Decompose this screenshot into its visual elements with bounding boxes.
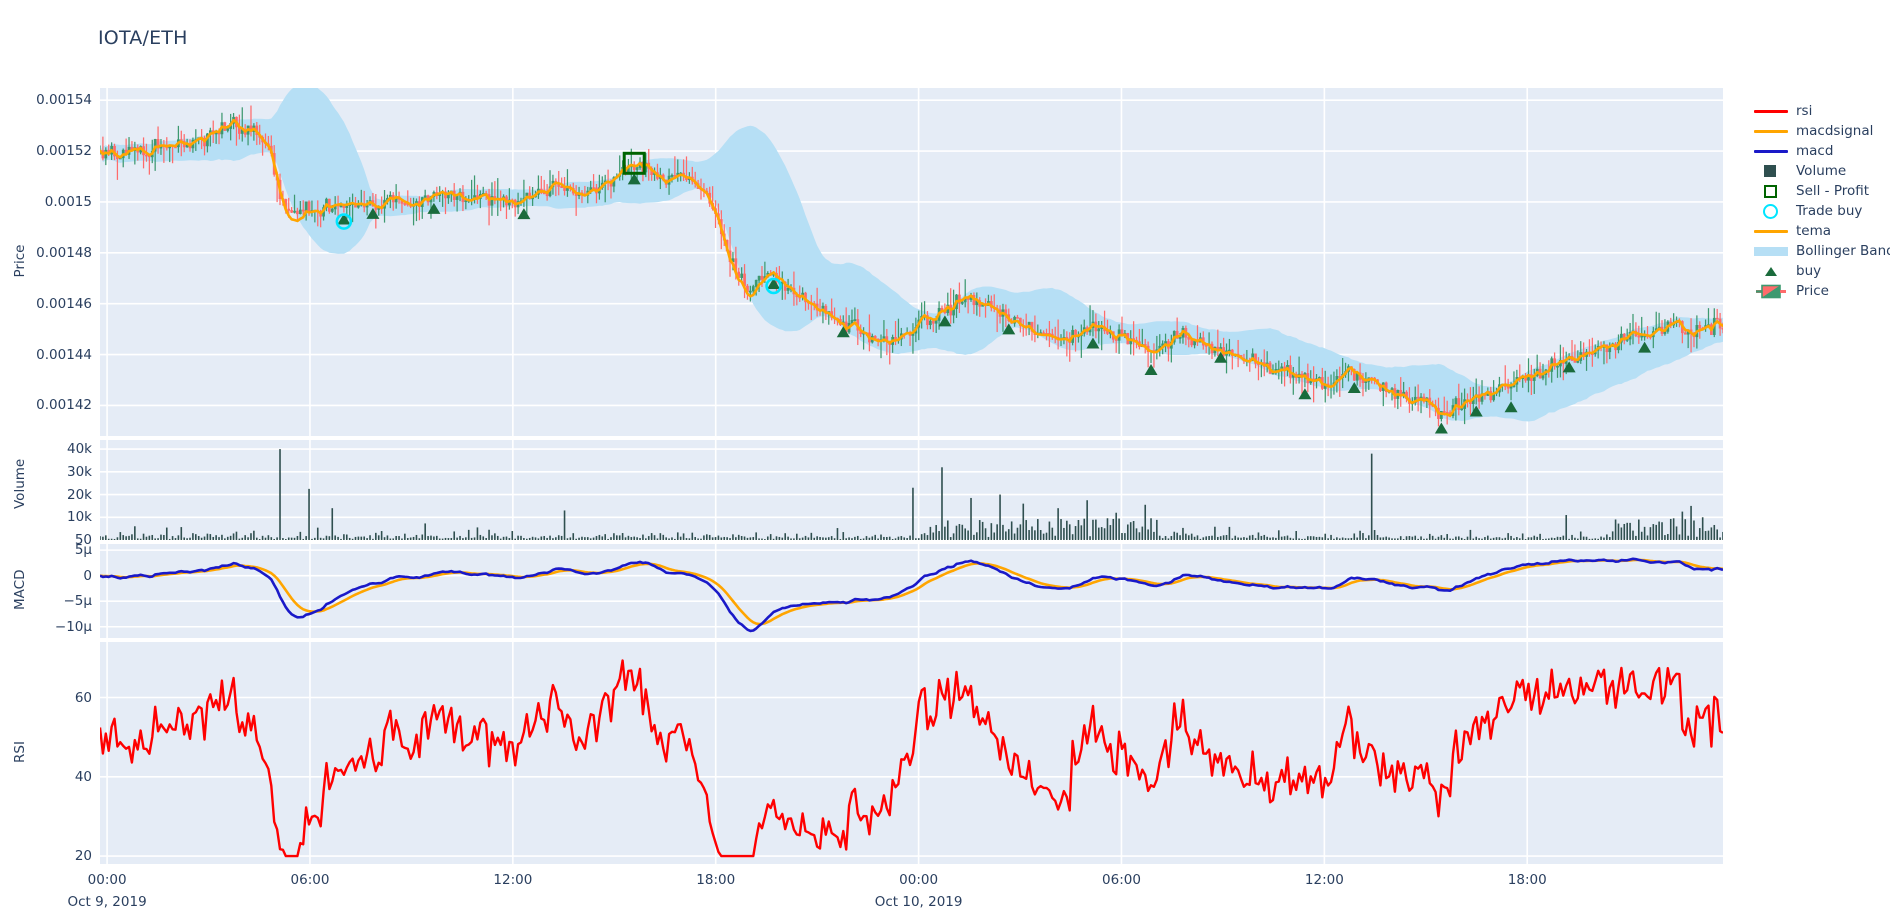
legend-label: buy: [1796, 263, 1822, 279]
legend-label: rsi: [1796, 103, 1813, 119]
x-axis-tick: 06:00: [1102, 872, 1141, 888]
legend-swatch-triangle-up-icon: [1752, 261, 1790, 281]
price-chart-svg: [100, 88, 1723, 436]
legend-swatch-square-open-icon: [1752, 181, 1790, 201]
rsi-y-tick: 20: [74, 848, 92, 865]
volume-y-tick: 20k: [67, 486, 92, 503]
legend-label: Trade buy: [1796, 203, 1863, 219]
rsi-y-tick: 60: [74, 689, 92, 706]
legend-item-price[interactable]: Price: [1752, 281, 1890, 301]
x-axis-tick: 18:00: [696, 872, 736, 888]
price-y-tick: 0.00144: [36, 346, 92, 363]
macd-y-tick: −5µ: [63, 593, 93, 610]
legend-item-sell-profit[interactable]: Sell - Profit: [1752, 181, 1890, 201]
price-y-tick: 0.00154: [36, 92, 92, 109]
price-axis-title: Price: [12, 244, 28, 278]
x-axis-tick: 00:00: [899, 872, 939, 888]
legend-swatch-line-icon: [1752, 141, 1790, 161]
price-y-tick: 0.00148: [36, 244, 92, 261]
x-axis-tick: 06:00: [290, 872, 330, 888]
volume-y-tick: 30k: [67, 463, 92, 480]
legend-label: macd: [1796, 143, 1834, 159]
legend-item-macd[interactable]: macd: [1752, 141, 1890, 161]
price-y-tick: 0.00152: [36, 143, 92, 160]
legend-swatch-line-icon: [1752, 101, 1790, 121]
legend-item-rsi[interactable]: rsi: [1752, 101, 1890, 121]
legend-item-trade-buy[interactable]: Trade buy: [1752, 201, 1890, 221]
price-plot-panel[interactable]: [100, 88, 1723, 436]
legend-label: Bollinger Band: [1796, 243, 1890, 259]
legend-swatch-line-icon: [1752, 221, 1790, 241]
legend-item-volume[interactable]: Volume: [1752, 161, 1890, 181]
macd-plot-panel[interactable]: [100, 544, 1723, 638]
legend-item-buy[interactable]: buy: [1752, 261, 1890, 281]
chart-legend[interactable]: rsi macdsignal macd Volume Sell - Profit Trad…: [1752, 101, 1890, 301]
macd-y-tick: 5µ: [74, 542, 92, 559]
volume-plot-panel[interactable]: [100, 440, 1723, 540]
volume-y-tick: 10k: [67, 509, 92, 526]
legend-swatch-circle-open-icon: [1752, 201, 1790, 221]
macd-axis-title: MACD: [12, 569, 28, 610]
macd-y-tick: −10µ: [54, 618, 92, 635]
legend-label: Sell - Profit: [1796, 183, 1870, 199]
volume-axis-title: Volume: [12, 458, 28, 509]
volume-y-tick: 50: [74, 532, 92, 548]
x-axis-date-label: Oct 9, 2019: [67, 894, 147, 910]
legend-item-bollinger-band[interactable]: Bollinger Band: [1752, 241, 1890, 261]
volume-chart-svg: [100, 440, 1723, 540]
volume-y-tick: 40k: [67, 441, 92, 458]
rsi-y-tick: 40: [74, 768, 92, 785]
x-axis-tick: 12:00: [493, 872, 533, 888]
legend-swatch-candlestick-icon: [1752, 281, 1790, 301]
legend-label: tema: [1796, 223, 1832, 239]
price-y-tick: 0.00146: [36, 295, 92, 312]
macd-y-tick: 0: [83, 567, 92, 584]
macd-chart-svg: [100, 544, 1723, 638]
x-axis-date-label: Oct 10, 2019: [874, 894, 963, 910]
legend-swatch-band-icon: [1752, 241, 1790, 261]
page-title: IOTA/ETH: [98, 27, 188, 49]
rsi-chart-svg: [100, 642, 1723, 864]
price-y-tick: 0.0015: [44, 193, 92, 210]
legend-item-macdsignal[interactable]: macdsignal: [1752, 121, 1890, 141]
legend-label: macdsignal: [1796, 123, 1874, 139]
rsi-plot-panel[interactable]: [100, 642, 1723, 864]
legend-label: Volume: [1796, 163, 1847, 179]
rsi-axis-title: RSI: [12, 741, 28, 763]
x-axis-tick: 12:00: [1304, 872, 1344, 888]
legend-label: Price: [1796, 283, 1829, 299]
x-axis-tick: 00:00: [87, 872, 127, 888]
legend-swatch-square-filled-icon: [1752, 161, 1790, 181]
price-y-tick: 0.00142: [36, 397, 92, 414]
x-axis-tick: 18:00: [1507, 872, 1547, 888]
legend-item-tema[interactable]: tema: [1752, 221, 1890, 241]
legend-swatch-line-icon: [1752, 121, 1790, 141]
